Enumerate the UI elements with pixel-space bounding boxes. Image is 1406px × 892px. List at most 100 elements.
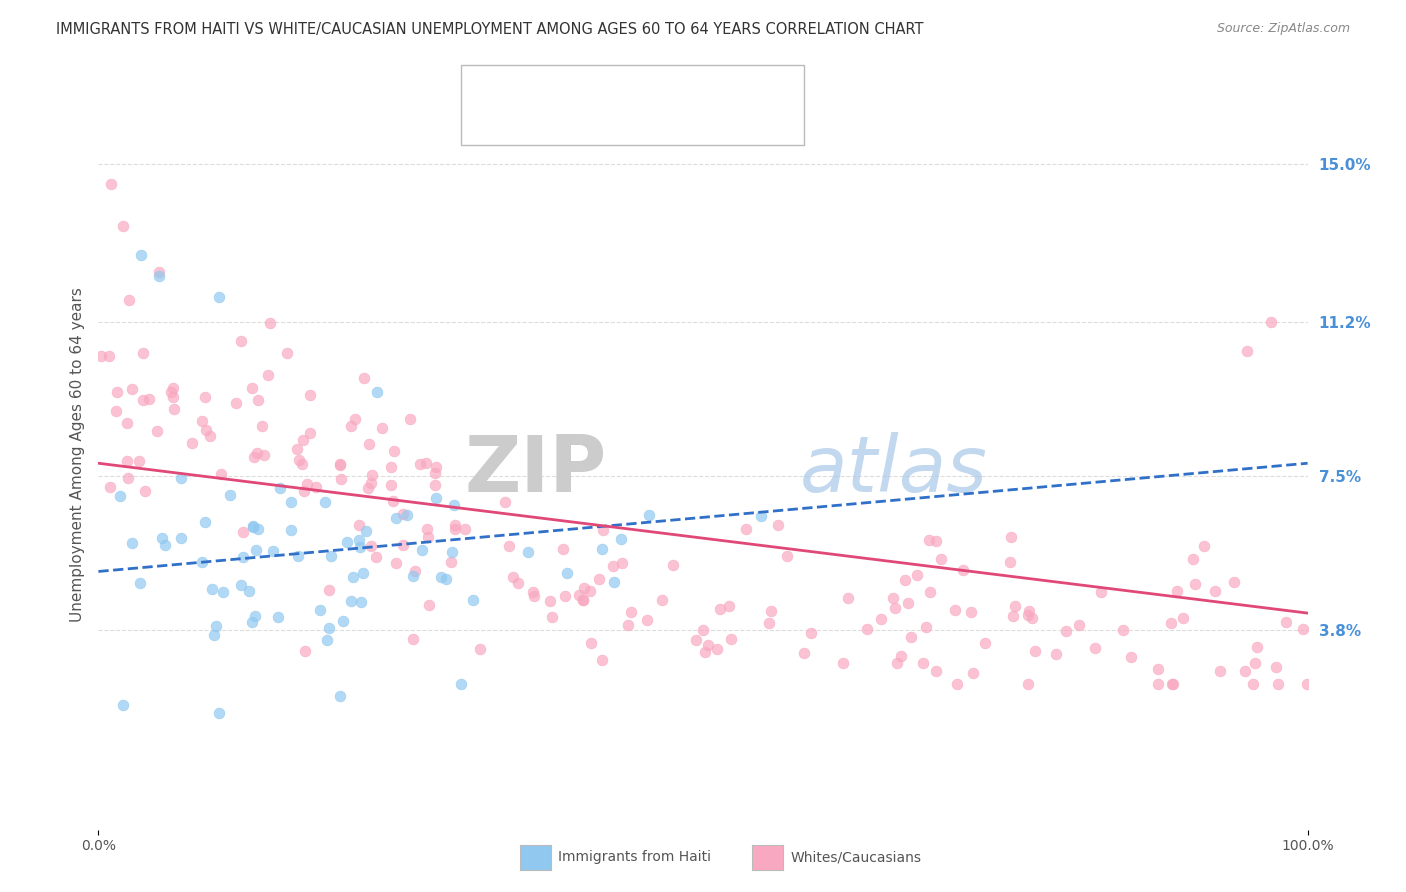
- Point: [498, 539, 520, 553]
- Point: [1017, 608, 1039, 623]
- Point: [1161, 677, 1184, 691]
- Point: [572, 592, 595, 607]
- Point: [735, 522, 758, 536]
- Point: [209, 467, 232, 481]
- Point: [349, 533, 371, 548]
- Point: [945, 603, 967, 617]
- Point: [1002, 608, 1025, 623]
- Point: [602, 559, 624, 574]
- Point: [1171, 611, 1194, 625]
- Point: [305, 480, 328, 494]
- Point: [522, 584, 544, 599]
- Point: [153, 538, 176, 552]
- Point: [269, 481, 291, 495]
- Point: [423, 478, 446, 492]
- Point: [555, 566, 578, 581]
- Point: [295, 477, 318, 491]
- Point: [1244, 656, 1267, 670]
- Point: [603, 574, 626, 589]
- Point: [1160, 616, 1182, 631]
- Point: [128, 454, 150, 468]
- Text: Whites/Caucasians: Whites/Caucasians: [790, 850, 921, 864]
- Point: [131, 345, 153, 359]
- Point: [929, 551, 952, 566]
- Point: [717, 599, 740, 613]
- Point: [318, 621, 340, 635]
- Point: [886, 656, 908, 670]
- Text: IMMIGRANTS FROM HAITI VS WHITE/CAUCASIAN UNEMPLOYMENT AMONG AGES 60 TO 64 YEARS : IMMIGRANTS FROM HAITI VS WHITE/CAUCASIAN…: [56, 22, 924, 37]
- Point: [706, 642, 728, 657]
- Point: [1260, 315, 1282, 329]
- Point: [709, 602, 731, 616]
- Point: [1054, 624, 1077, 638]
- Point: [418, 598, 440, 612]
- Point: [1146, 662, 1168, 676]
- Point: [1209, 664, 1232, 678]
- Point: [1021, 611, 1043, 625]
- Text: ZIP: ZIP: [464, 432, 606, 508]
- Point: [444, 522, 467, 536]
- Point: [287, 453, 309, 467]
- Point: [208, 706, 231, 720]
- Point: [111, 219, 134, 233]
- Point: [399, 411, 422, 425]
- Point: [380, 460, 402, 475]
- Point: [720, 632, 742, 646]
- Point: [382, 443, 405, 458]
- Point: [129, 575, 152, 590]
- Point: [554, 590, 576, 604]
- Point: [243, 608, 266, 623]
- Point: [170, 471, 193, 485]
- Point: [461, 593, 484, 607]
- Point: [418, 530, 440, 544]
- Point: [890, 648, 912, 663]
- Point: [591, 542, 613, 557]
- Point: [349, 540, 371, 554]
- Text: 0.095: 0.095: [554, 84, 600, 99]
- Point: [253, 448, 276, 462]
- Point: [232, 550, 254, 565]
- Point: [298, 388, 321, 402]
- Point: [246, 446, 269, 460]
- Point: [696, 638, 718, 652]
- Point: [198, 429, 221, 443]
- Point: [946, 677, 969, 691]
- Point: [276, 345, 298, 359]
- Point: [240, 381, 263, 395]
- Point: [538, 594, 561, 608]
- Point: [914, 620, 936, 634]
- Point: [692, 623, 714, 637]
- Point: [245, 542, 267, 557]
- Point: [440, 555, 463, 569]
- Point: [238, 584, 260, 599]
- Point: [579, 635, 602, 649]
- Point: [591, 653, 613, 667]
- Text: 198: 198: [650, 120, 681, 135]
- Point: [319, 549, 342, 564]
- Point: [90, 349, 112, 363]
- Point: [229, 578, 252, 592]
- Point: [309, 603, 332, 617]
- Point: [115, 454, 138, 468]
- Point: [138, 392, 160, 406]
- Point: [837, 591, 859, 605]
- Point: [336, 534, 359, 549]
- Point: [385, 556, 408, 570]
- Point: [247, 393, 270, 408]
- Point: [150, 531, 173, 545]
- Point: [195, 423, 218, 437]
- Point: [364, 550, 387, 565]
- Point: [882, 591, 904, 606]
- Point: [1017, 677, 1039, 691]
- Point: [121, 536, 143, 550]
- Point: [617, 618, 640, 632]
- Point: [869, 612, 891, 626]
- Point: [105, 404, 128, 418]
- Point: [450, 677, 472, 691]
- Point: [416, 522, 439, 536]
- Text: Source: ZipAtlas.com: Source: ZipAtlas.com: [1216, 22, 1350, 36]
- Point: [523, 589, 546, 603]
- Point: [1233, 664, 1256, 678]
- Point: [911, 656, 934, 670]
- Point: [1090, 584, 1112, 599]
